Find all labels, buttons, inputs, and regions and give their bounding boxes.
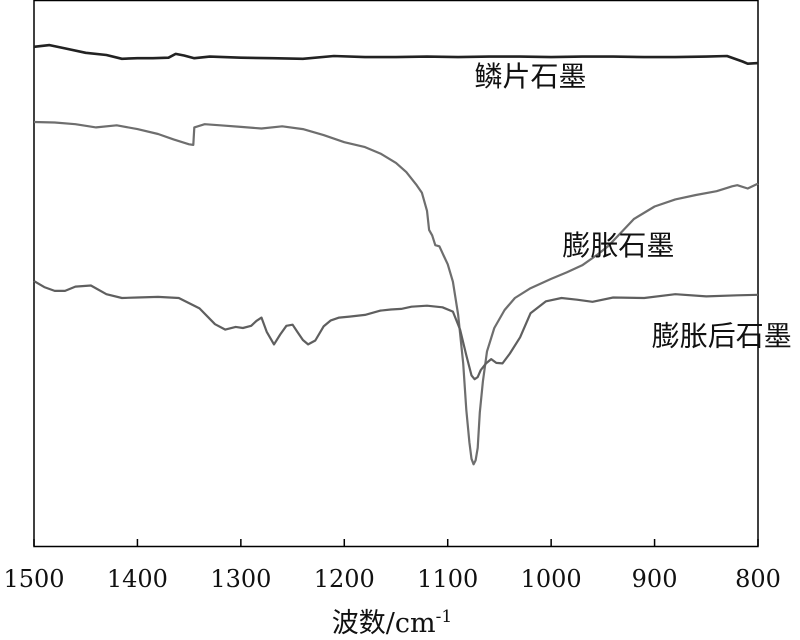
series-label-expanded-graphite: 膨胀石墨 [562, 229, 674, 262]
series-line-post-expansion-graphite [33, 280, 759, 381]
series-line-flake-graphite [33, 43, 759, 65]
x-axis-ticks: 1500 1400 1300 1200 1100 1000 900 800 [3, 539, 781, 593]
x-axis-title-superscript: -1 [436, 607, 453, 627]
x-tick-label: 1500 [3, 565, 64, 593]
series-label-flake-graphite: 鳞片石墨 [474, 60, 586, 93]
series-line-expanded-graphite [33, 120, 759, 466]
x-axis-title: 波数/cm-1 [332, 607, 452, 639]
x-tick-label: 1300 [210, 565, 271, 593]
x-tick-label: 1400 [107, 565, 168, 593]
x-tick-label: 1000 [521, 565, 582, 593]
x-tick-label: 900 [632, 565, 678, 593]
x-tick-label: 1100 [417, 565, 478, 593]
series-label-post-expansion-graphite: 膨胀后石墨 [652, 319, 792, 352]
x-tick-label: 1200 [314, 565, 375, 593]
plot-frame [33, 0, 759, 548]
x-tick-label: 800 [735, 565, 781, 593]
series-layer [33, 43, 759, 466]
